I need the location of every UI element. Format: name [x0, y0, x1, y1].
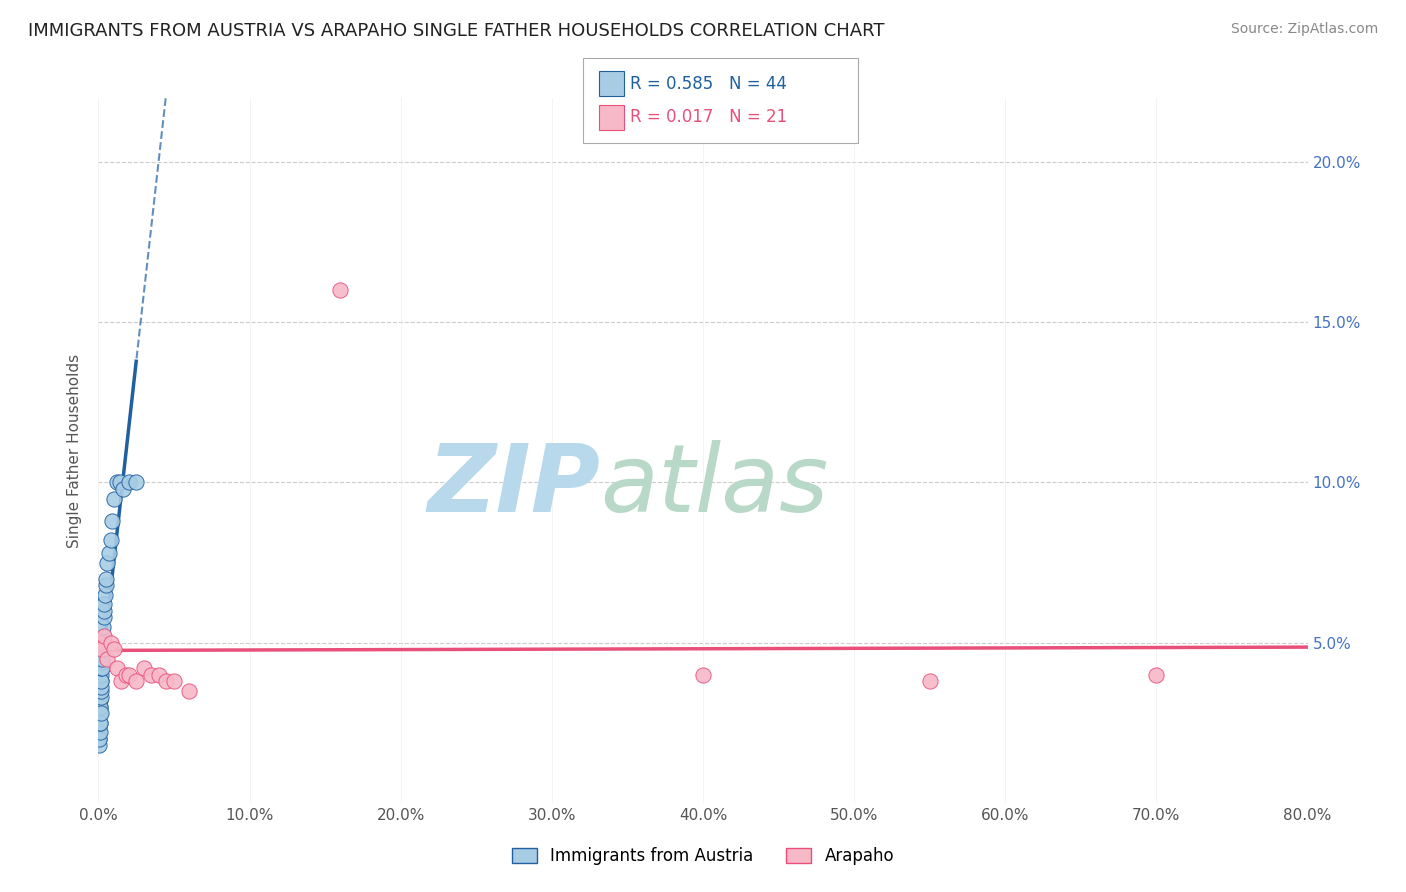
- Point: [89, 715, 111, 730]
- Point: [105, 661, 128, 675]
- Point: [90, 655, 112, 669]
- Point: [179, 683, 201, 698]
- Point: [90, 674, 112, 689]
- Point: [692, 667, 714, 681]
- Point: [90, 661, 112, 675]
- Point: [90, 690, 112, 705]
- Point: [125, 674, 148, 689]
- Point: [93, 629, 115, 643]
- Point: [105, 475, 128, 490]
- Text: IMMIGRANTS FROM AUSTRIA VS ARAPAHO SINGLE FATHER HOUSEHOLDS CORRELATION CHART: IMMIGRANTS FROM AUSTRIA VS ARAPAHO SINGL…: [28, 22, 884, 40]
- Point: [100, 533, 122, 548]
- Text: atlas: atlas: [600, 440, 828, 532]
- Point: [918, 674, 941, 689]
- Point: [89, 725, 111, 739]
- Point: [89, 699, 111, 714]
- Point: [90, 642, 112, 657]
- Point: [91, 651, 114, 665]
- Legend: Immigrants from Austria, Arapaho: Immigrants from Austria, Arapaho: [505, 840, 901, 872]
- Point: [90, 681, 112, 695]
- Point: [91, 642, 114, 657]
- Point: [89, 699, 111, 714]
- Point: [93, 597, 115, 611]
- Point: [103, 491, 125, 506]
- Point: [89, 738, 111, 752]
- Point: [1144, 667, 1167, 681]
- Point: [93, 604, 115, 618]
- Text: Source: ZipAtlas.com: Source: ZipAtlas.com: [1230, 22, 1378, 37]
- Point: [91, 635, 114, 649]
- Point: [93, 610, 115, 624]
- Text: R = 0.585   N = 44: R = 0.585 N = 44: [630, 75, 787, 93]
- Point: [94, 572, 117, 586]
- Point: [90, 667, 112, 681]
- Point: [91, 619, 114, 633]
- Point: [114, 667, 136, 681]
- Point: [110, 674, 132, 689]
- Point: [132, 661, 155, 675]
- Point: [141, 667, 163, 681]
- Point: [89, 715, 111, 730]
- Point: [100, 635, 122, 649]
- Point: [96, 556, 118, 570]
- Point: [89, 635, 111, 649]
- Point: [90, 683, 112, 698]
- Point: [98, 546, 121, 560]
- Point: [91, 642, 114, 657]
- Text: ZIP: ZIP: [427, 440, 600, 532]
- Point: [89, 693, 111, 707]
- Point: [94, 578, 117, 592]
- Point: [108, 475, 131, 490]
- Point: [87, 731, 110, 746]
- Point: [90, 661, 112, 675]
- Text: R = 0.017   N = 21: R = 0.017 N = 21: [630, 108, 787, 126]
- Point: [89, 706, 111, 720]
- Point: [125, 475, 148, 490]
- Point: [155, 674, 177, 689]
- Point: [89, 731, 111, 746]
- Point: [90, 706, 112, 720]
- Point: [94, 588, 117, 602]
- Point: [163, 674, 186, 689]
- Point: [90, 674, 112, 689]
- Point: [87, 725, 110, 739]
- Point: [118, 475, 141, 490]
- Point: [89, 719, 111, 733]
- Point: [148, 667, 170, 681]
- Point: [111, 482, 134, 496]
- Y-axis label: Single Father Households: Single Father Households: [67, 353, 83, 548]
- Point: [101, 514, 124, 528]
- Point: [103, 642, 125, 657]
- Point: [91, 629, 114, 643]
- Point: [118, 667, 141, 681]
- Point: [329, 283, 352, 297]
- Point: [96, 651, 118, 665]
